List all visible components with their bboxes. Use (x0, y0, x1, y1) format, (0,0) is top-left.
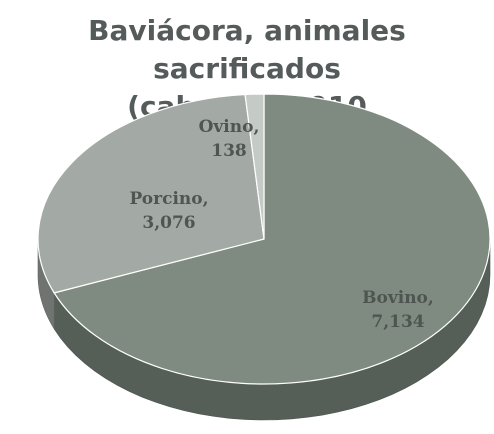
data-label-bovino: Bovino, (362, 288, 434, 308)
pie-labels: Bovino, 7,134 Porcino, 3,076 Ovino, 138 (129, 117, 433, 332)
pie-slice-bovino (53, 93, 491, 385)
chart-title-line-1: Baviácora, animales sacrificados (88, 14, 406, 85)
data-value-bovino: 7,134 (371, 312, 424, 332)
data-value-ovino: 138 (211, 141, 247, 161)
pie-top (37, 93, 491, 385)
pie-slice-ovino (244, 93, 265, 240)
data-label-ovino: Ovino, (199, 117, 260, 137)
pie-slice-porcino (37, 93, 265, 294)
data-value-porcino: 3,076 (142, 213, 195, 233)
data-label-porcino: Porcino, (129, 189, 208, 209)
